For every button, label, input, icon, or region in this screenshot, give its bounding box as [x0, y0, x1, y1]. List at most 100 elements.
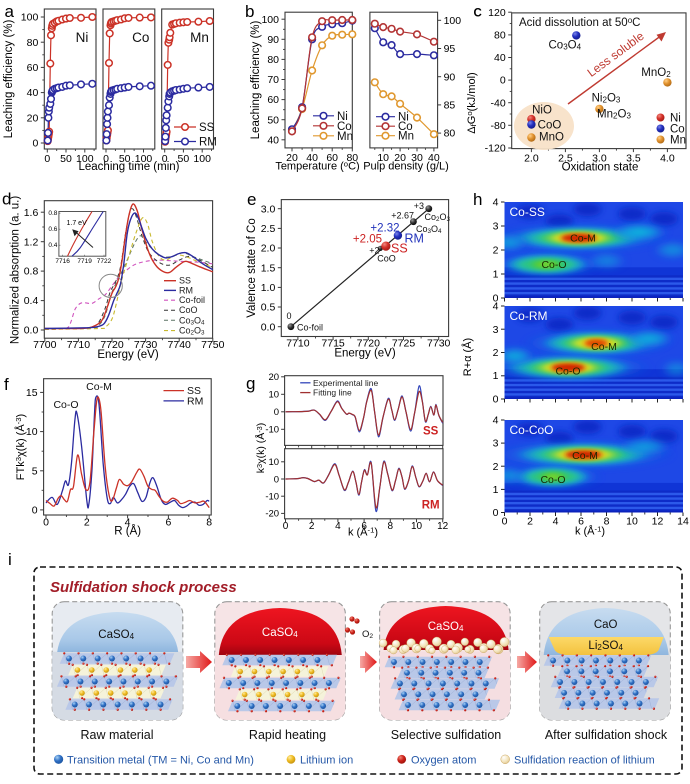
- svg-text:ΔfGo(kJ/mol): ΔfGo(kJ/mol): [465, 72, 478, 133]
- svg-text:80: 80: [444, 128, 456, 140]
- svg-text:7716: 7716: [55, 258, 70, 265]
- svg-text:50: 50: [178, 153, 190, 165]
- svg-text:4: 4: [125, 517, 131, 529]
- svg-text:60: 60: [267, 94, 279, 106]
- svg-text:6: 6: [578, 516, 584, 528]
- svg-text:a: a: [5, 2, 15, 21]
- svg-text:10: 10: [26, 426, 38, 438]
- svg-text:20: 20: [286, 152, 298, 164]
- svg-text:0.6: 0.6: [48, 226, 57, 233]
- svg-text:40: 40: [494, 52, 506, 64]
- svg-text:0: 0: [274, 474, 279, 485]
- svg-text:6: 6: [361, 521, 367, 532]
- svg-text:Mn2O3: Mn2O3: [597, 109, 631, 121]
- svg-text:70: 70: [267, 74, 279, 86]
- svg-text:3.0: 3.0: [592, 153, 607, 165]
- svg-text:h: h: [473, 190, 482, 209]
- svg-text:NiO: NiO: [532, 105, 552, 117]
- svg-text:7725: 7725: [392, 338, 416, 350]
- svg-text:+2.32: +2.32: [370, 223, 399, 235]
- svg-text:15: 15: [26, 387, 38, 399]
- svg-text:0.4: 0.4: [24, 295, 39, 307]
- svg-text:3.0: 3.0: [261, 203, 276, 215]
- svg-text:Co-RM: Co-RM: [510, 309, 548, 323]
- svg-text:10: 10: [377, 152, 389, 164]
- svg-text:8: 8: [604, 516, 610, 528]
- svg-text:Oxygen atom: Oxygen atom: [411, 754, 476, 766]
- svg-text:8: 8: [388, 521, 394, 532]
- svg-text:Co-M: Co-M: [591, 341, 617, 353]
- svg-text:10: 10: [269, 457, 280, 468]
- svg-text:SS: SS: [179, 276, 191, 286]
- svg-text:CoO: CoO: [179, 305, 198, 315]
- svg-text:Co-O: Co-O: [53, 399, 78, 411]
- svg-text:2: 2: [309, 521, 315, 532]
- svg-text:0: 0: [493, 507, 499, 519]
- svg-text:Experimental line: Experimental line: [313, 378, 378, 388]
- svg-text:2.5: 2.5: [261, 223, 276, 235]
- svg-text:40: 40: [428, 152, 440, 164]
- svg-text:2: 2: [527, 516, 533, 528]
- svg-text:Co-foil: Co-foil: [179, 295, 205, 305]
- svg-text:50: 50: [267, 114, 279, 126]
- svg-text:7710: 7710: [286, 338, 310, 350]
- svg-text:85: 85: [444, 100, 456, 112]
- svg-text:0: 0: [493, 394, 499, 406]
- svg-text:Acid dissolution at 50oC: Acid dissolution at 50oC: [519, 16, 640, 29]
- svg-text:+2.67: +2.67: [391, 211, 414, 221]
- svg-text:Ni: Ni: [398, 112, 409, 124]
- svg-text:80: 80: [494, 30, 506, 42]
- svg-text:100: 100: [76, 153, 94, 165]
- svg-text:Co: Co: [337, 121, 352, 133]
- svg-text:7730: 7730: [134, 339, 158, 351]
- svg-text:k (Å-1): k (Å-1): [575, 525, 605, 538]
- svg-text:RM: RM: [179, 285, 193, 295]
- svg-text:90: 90: [267, 34, 279, 46]
- svg-text:40: 40: [27, 87, 39, 99]
- svg-text:100: 100: [444, 15, 462, 27]
- svg-text:RM: RM: [199, 137, 217, 149]
- svg-text:Co3O4: Co3O4: [416, 224, 442, 235]
- svg-text:4.0: 4.0: [660, 153, 675, 165]
- svg-text:R (Å): R (Å): [114, 525, 141, 538]
- svg-text:Normalized absorption (a. u.): Normalized absorption (a. u.): [10, 196, 22, 344]
- svg-text:7722: 7722: [97, 258, 112, 265]
- svg-text:2: 2: [493, 245, 499, 257]
- svg-text:100: 100: [261, 14, 279, 26]
- svg-text:10: 10: [626, 516, 638, 528]
- svg-text:4: 4: [335, 521, 341, 532]
- svg-text:Valence state of Co: Valence state of Co: [246, 218, 258, 318]
- svg-text:Co: Co: [132, 30, 149, 45]
- svg-text:CaSO4: CaSO4: [262, 627, 298, 639]
- svg-text:0: 0: [44, 153, 50, 165]
- svg-text:5: 5: [32, 465, 38, 477]
- svg-text:k (Å-1): k (Å-1): [348, 526, 378, 539]
- svg-text:80: 80: [267, 54, 279, 66]
- svg-text:0.4: 0.4: [48, 242, 57, 249]
- svg-text:3: 3: [493, 324, 499, 336]
- svg-text:-10: -10: [265, 492, 279, 503]
- svg-text:Co3O4: Co3O4: [179, 315, 205, 326]
- svg-text:80: 80: [346, 152, 358, 164]
- svg-text:k3χ(k) (Å-3): k3χ(k) (Å-3): [254, 423, 267, 474]
- svg-text:SS: SS: [423, 425, 439, 437]
- svg-text:3: 3: [493, 438, 499, 450]
- svg-text:0: 0: [286, 311, 291, 321]
- svg-text:Co-foil: Co-foil: [297, 323, 323, 333]
- svg-text:Mn: Mn: [670, 135, 686, 147]
- svg-text:Pulp density (g/L): Pulp density (g/L): [363, 161, 449, 173]
- svg-text:0: 0: [103, 153, 109, 165]
- svg-text:CaSO4: CaSO4: [98, 629, 134, 641]
- svg-text:7719: 7719: [77, 258, 92, 265]
- svg-text:1: 1: [493, 269, 499, 281]
- svg-text:20: 20: [269, 372, 280, 383]
- svg-text:Co-CoO: Co-CoO: [510, 423, 554, 437]
- svg-text:CoO: CoO: [538, 120, 562, 132]
- svg-text:0.5: 0.5: [261, 302, 276, 314]
- svg-text:CaSO4: CaSO4: [428, 621, 464, 633]
- svg-text:b: b: [245, 2, 254, 21]
- svg-text:Co-SS: Co-SS: [510, 205, 545, 219]
- svg-text:0.0: 0.0: [261, 321, 276, 333]
- svg-text:Leaching efficiency (%): Leaching efficiency (%): [3, 19, 15, 138]
- svg-text:0: 0: [32, 505, 38, 517]
